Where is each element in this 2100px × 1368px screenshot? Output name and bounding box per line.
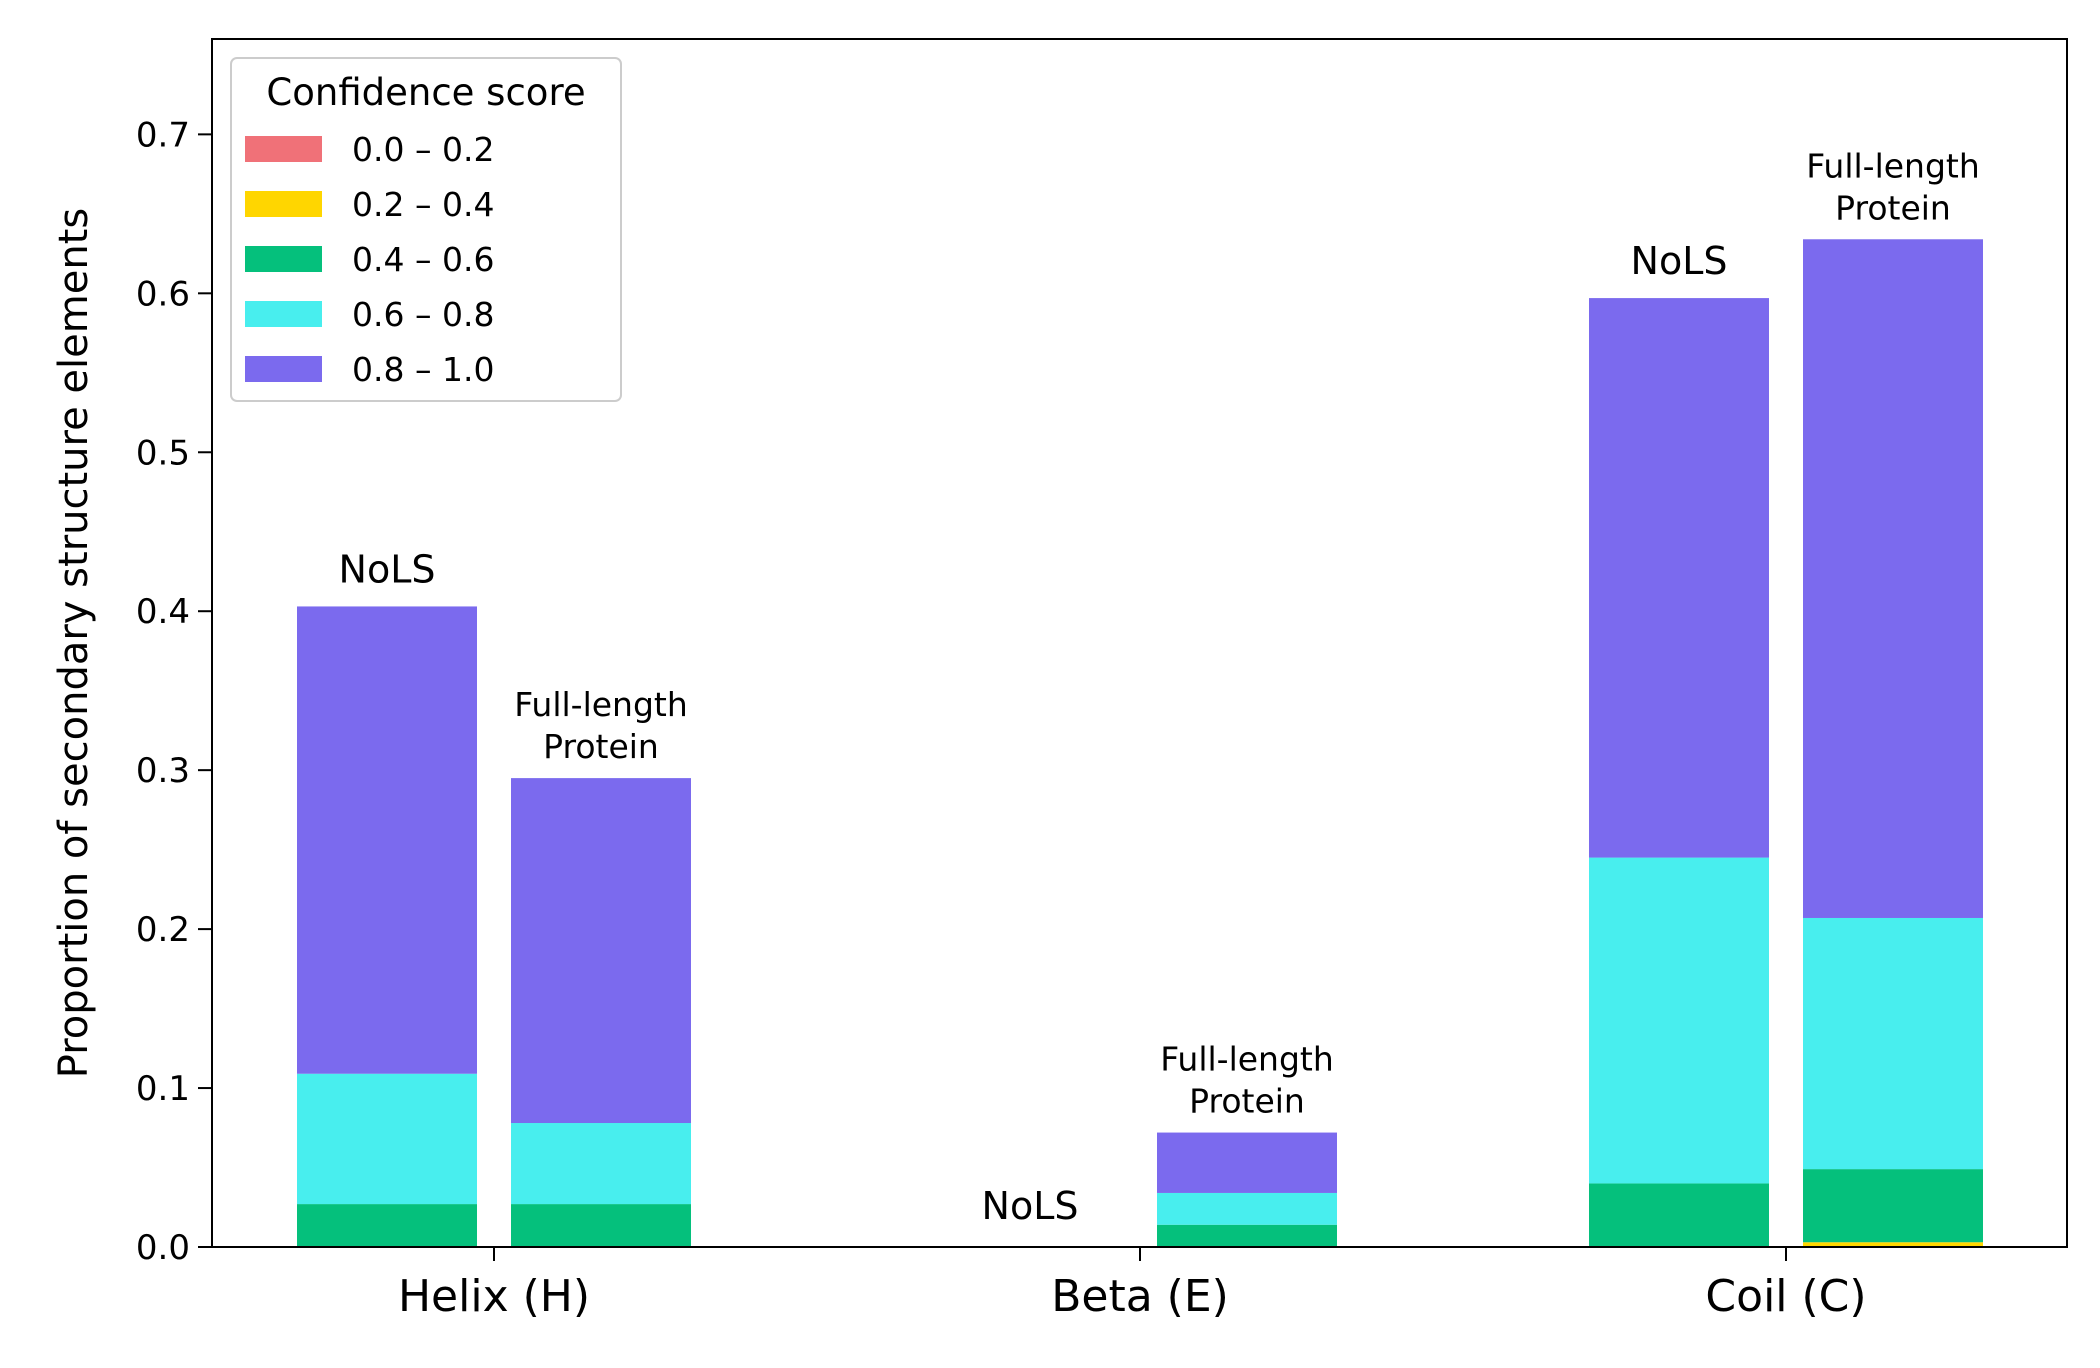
legend-box — [230, 57, 622, 402]
legend-label: 0.4 – 0.6 — [352, 240, 494, 279]
legend-swatch — [245, 301, 322, 327]
bar-segment-g2-b0-s4 — [1589, 298, 1769, 858]
bar-annotation-line2: Protein — [543, 727, 659, 766]
legend-swatch — [245, 356, 322, 382]
bar-segment-g0-b0-s4 — [297, 606, 477, 1074]
legend-label: 0.8 – 1.0 — [352, 350, 494, 389]
y-tick-label: 0.0 — [136, 1228, 190, 1268]
y-tick-label: 0.6 — [136, 274, 190, 314]
bar-annotation-line1: Full-length — [1160, 1040, 1334, 1079]
bar-segment-g1-b1-s4 — [1157, 1132, 1337, 1193]
bar-segment-g2-b0-s2 — [1589, 1183, 1769, 1247]
bar-annotation: NoLS — [982, 1184, 1079, 1228]
labels-layer: NoLSFull-lengthProteinNoLSFull-lengthPro… — [339, 146, 1980, 1228]
bar-group-2 — [1589, 239, 1983, 1247]
bar-segment-g0-b1-s4 — [511, 778, 691, 1124]
bar-segment-g0-b0-s3 — [297, 1073, 477, 1205]
bar-annotation: NoLS — [339, 547, 436, 591]
x-tick-label: Beta (E) — [1051, 1271, 1229, 1322]
legend: Confidence score 0.0 – 0.2 0.2 – 0.4 0.4 – … — [230, 57, 622, 402]
y-tick-label: 0.2 — [136, 910, 190, 950]
x-tick-label: Helix (H) — [398, 1271, 590, 1322]
legend-label: 0.2 – 0.4 — [352, 185, 494, 224]
plot-frame — [211, 38, 2068, 1248]
legend-swatch — [245, 136, 322, 162]
legend-title: Confidence score — [266, 71, 585, 114]
legend-label: 0.6 – 0.8 — [352, 295, 494, 334]
bar-annotation-line2: Protein — [1835, 188, 1951, 227]
bar-segment-g2-b0-s3 — [1589, 857, 1769, 1184]
y-tick-label: 0.3 — [136, 751, 190, 791]
bar-segment-g2-b1-s1 — [1803, 1242, 1983, 1247]
bar-group-1 — [1157, 1132, 1337, 1247]
bar-segment-g1-b1-s3 — [1157, 1192, 1337, 1225]
bar-segment-g0-b1-s2 — [511, 1204, 691, 1247]
bar-group-0 — [297, 606, 691, 1247]
bar-segment-g2-b1-s2 — [1803, 1169, 1983, 1243]
bar-annotation-line1: Full-length — [1806, 146, 1980, 185]
bar-segment-g2-b1-s3 — [1803, 917, 1983, 1170]
legend-label: 0.0 – 0.2 — [352, 130, 494, 169]
y-tick-label: 0.4 — [136, 592, 190, 632]
legend-swatch — [245, 246, 322, 272]
y-axis-title: Proportion of secondary structure elemen… — [51, 208, 97, 1078]
bar-segment-g1-b1-s2 — [1157, 1224, 1337, 1247]
bar-segment-g0-b1-s3 — [511, 1123, 691, 1205]
bars-layer — [297, 239, 1983, 1247]
y-tick-label: 0.1 — [136, 1069, 190, 1109]
bar-annotation-line2: Protein — [1189, 1082, 1305, 1121]
axes-layer: Helix (H) Beta (E) Coil (C) 0.0 0.1 0.2 0.3 0.4… — [51, 38, 2068, 1322]
bar-annotation-line1: Full-length — [514, 685, 688, 724]
bar-segment-g2-b1-s4 — [1803, 239, 1983, 918]
x-tick-label: Coil (C) — [1705, 1271, 1866, 1322]
bar-segment-g0-b0-s2 — [297, 1204, 477, 1247]
y-tick-label: 0.5 — [136, 433, 190, 473]
legend-swatch — [245, 191, 322, 217]
bar-annotation: NoLS — [1631, 239, 1728, 283]
y-tick-label: 0.7 — [136, 115, 190, 155]
